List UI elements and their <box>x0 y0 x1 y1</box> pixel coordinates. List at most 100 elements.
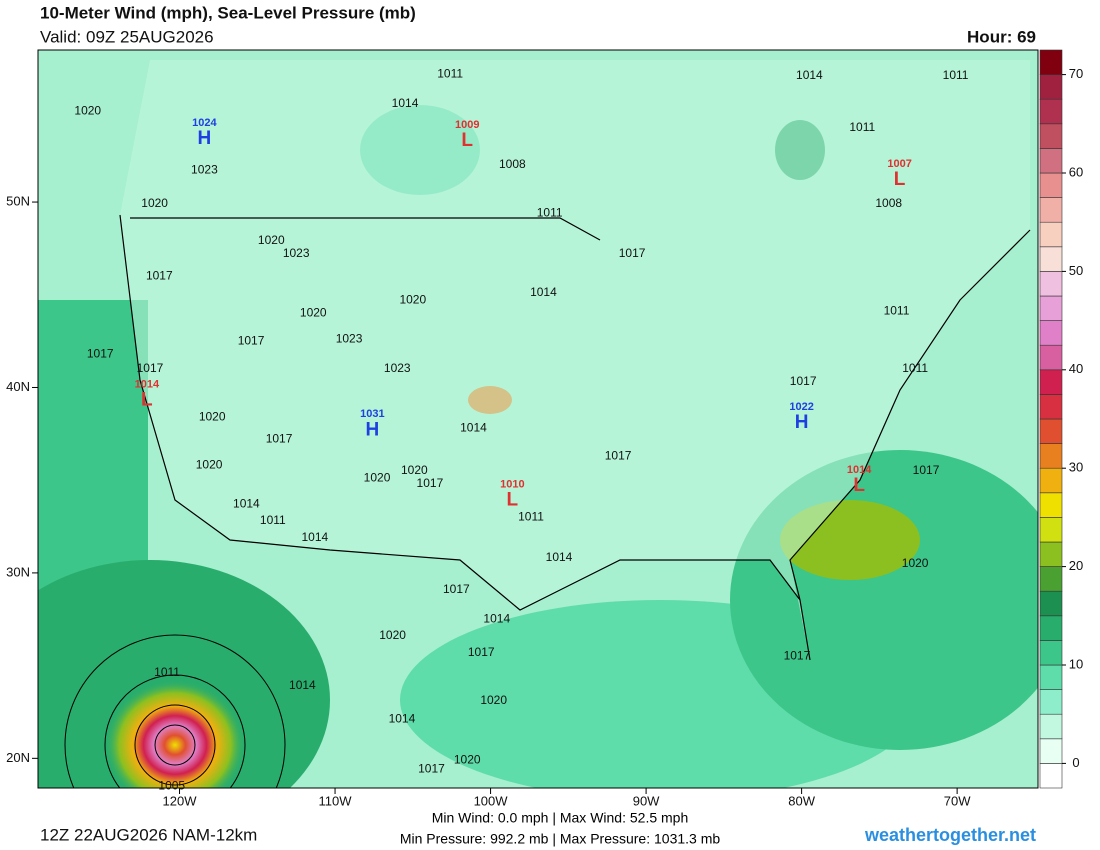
isobar-label: 1020 <box>141 196 168 210</box>
isobar-label: 1014 <box>389 712 416 726</box>
colorbar-tick-label: 10 <box>1069 656 1083 671</box>
isobar-label: 1017 <box>468 645 495 659</box>
isobar <box>154 724 196 766</box>
isobar-label: 1014 <box>460 420 487 434</box>
colorbar-box <box>1039 344 1063 371</box>
colorbar-box <box>1039 221 1063 248</box>
colorbar-box <box>1039 320 1063 346</box>
colorbar-box <box>1039 394 1063 420</box>
pressure-center-value: 1007 <box>887 158 911 170</box>
colorbar-box <box>1039 271 1063 297</box>
isobar-label: 1011 <box>849 120 875 134</box>
isobar-label: 1017 <box>913 463 940 477</box>
map-frame <box>37 49 1039 789</box>
colorbar-box <box>1039 640 1063 666</box>
colorbar-box <box>1039 98 1063 125</box>
isobar-label: 1017 <box>605 448 632 462</box>
isobar-label: 1020 <box>379 628 406 642</box>
pressure-center-value: 1009 <box>455 119 479 131</box>
colorbar-tick-label: 20 <box>1069 558 1083 573</box>
isobar-label: 1020 <box>364 471 391 485</box>
colorbar-box <box>1039 541 1063 567</box>
forecast-hour: Hour: 69 <box>967 27 1036 46</box>
coastline <box>119 214 1031 661</box>
isobar-label: 1020 <box>399 292 426 306</box>
isobar-label: 1017 <box>619 246 646 260</box>
isobar-label: 1017 <box>146 268 173 282</box>
x-tick-label: 80W <box>788 793 815 808</box>
x-tick-label: 120W <box>163 793 198 808</box>
x-tick-label: 90W <box>633 793 660 808</box>
isobar-label: 1023 <box>283 246 310 260</box>
colorbar-box <box>1039 123 1063 149</box>
colorbar-box <box>1039 49 1063 75</box>
isobar-label: 1017 <box>266 432 293 446</box>
isobar-label: 1017 <box>238 333 265 347</box>
isobar-label: 1011 <box>260 513 286 527</box>
isobar-label: 1020 <box>454 752 481 766</box>
colorbar-box <box>1039 713 1063 740</box>
isobar <box>134 704 216 786</box>
isobar-label: 1014 <box>796 68 823 82</box>
colorbar-tick-label: 30 <box>1069 460 1083 475</box>
colorbar-tick-label: 50 <box>1069 263 1083 278</box>
isobar-label: 1014 <box>301 530 328 544</box>
pressure-center-value: 1022 <box>789 401 813 413</box>
colorbar-tick-label: 60 <box>1069 164 1083 179</box>
isobar-label: 1014 <box>546 550 573 564</box>
x-tick-label: 100W <box>474 793 509 808</box>
colorbar-box <box>1039 295 1063 321</box>
isobar-label: 1020 <box>401 463 428 477</box>
isobar <box>104 674 246 788</box>
colorbar-tick-label: 40 <box>1069 361 1083 376</box>
colorbar-box <box>1039 443 1063 469</box>
isobar-label: 1017 <box>137 361 164 375</box>
isobar-label: 1014 <box>233 496 260 510</box>
colorbar-box <box>1039 172 1063 198</box>
valid-time: Valid: 09Z 25AUG2026 <box>40 27 214 46</box>
colorbar-box <box>1039 467 1063 494</box>
isobar-label: 1020 <box>480 693 507 707</box>
y-tick-label: 40N <box>6 379 30 394</box>
colorbar-box <box>1039 689 1063 715</box>
isobar-label: 1014 <box>289 678 316 692</box>
title: 10-Meter Wind (mph), Sea-Level Pressure … <box>40 3 416 22</box>
pressure-center: L <box>507 490 519 511</box>
colorbar-box <box>1039 566 1063 592</box>
y-tick-label: 20N <box>6 750 30 765</box>
isobar-label: 1017 <box>784 649 811 663</box>
isobar-label: 1005 <box>158 778 185 792</box>
x-tick-label: 110W <box>319 793 353 808</box>
isobar-label: 1020 <box>196 458 223 472</box>
isobar-label: 1020 <box>74 103 101 117</box>
pressure-center: L <box>461 130 473 151</box>
pressure-center: H <box>795 412 809 433</box>
colorbar-box <box>1039 246 1063 272</box>
isobar-label: 1014 <box>483 611 510 625</box>
y-tick-label: 30N <box>6 564 30 579</box>
pressure-center: L <box>853 475 865 496</box>
isobar-label: 1011 <box>537 205 563 219</box>
colorbar-box <box>1039 148 1063 174</box>
isobar-label: 1011 <box>943 68 969 82</box>
isobar-label: 1014 <box>530 285 557 299</box>
colorbar-box <box>1039 74 1063 100</box>
colorbar-box <box>1039 197 1063 223</box>
wind-stats: Min Wind: 0.0 mph | Max Wind: 52.5 mph <box>432 810 689 826</box>
colorbar-tick-label: 70 <box>1069 66 1083 81</box>
x-tick-label: 70W <box>944 793 971 808</box>
isobar-label: 1008 <box>875 196 902 210</box>
colorbar-box <box>1039 615 1063 641</box>
pressure-center: L <box>141 390 153 411</box>
colorbar-tick-label: 0 <box>1072 755 1079 770</box>
isobar-label: 1017 <box>87 346 114 360</box>
isobar-label: 1020 <box>300 305 327 319</box>
pressure-center: H <box>366 419 380 440</box>
pressure-center-value: 1031 <box>360 408 384 420</box>
isobar-label: 1020 <box>199 409 226 423</box>
site-link[interactable]: weathertogether.net <box>864 825 1036 845</box>
pressure-center-value: 1014 <box>135 379 160 391</box>
colorbar-box <box>1039 492 1063 518</box>
